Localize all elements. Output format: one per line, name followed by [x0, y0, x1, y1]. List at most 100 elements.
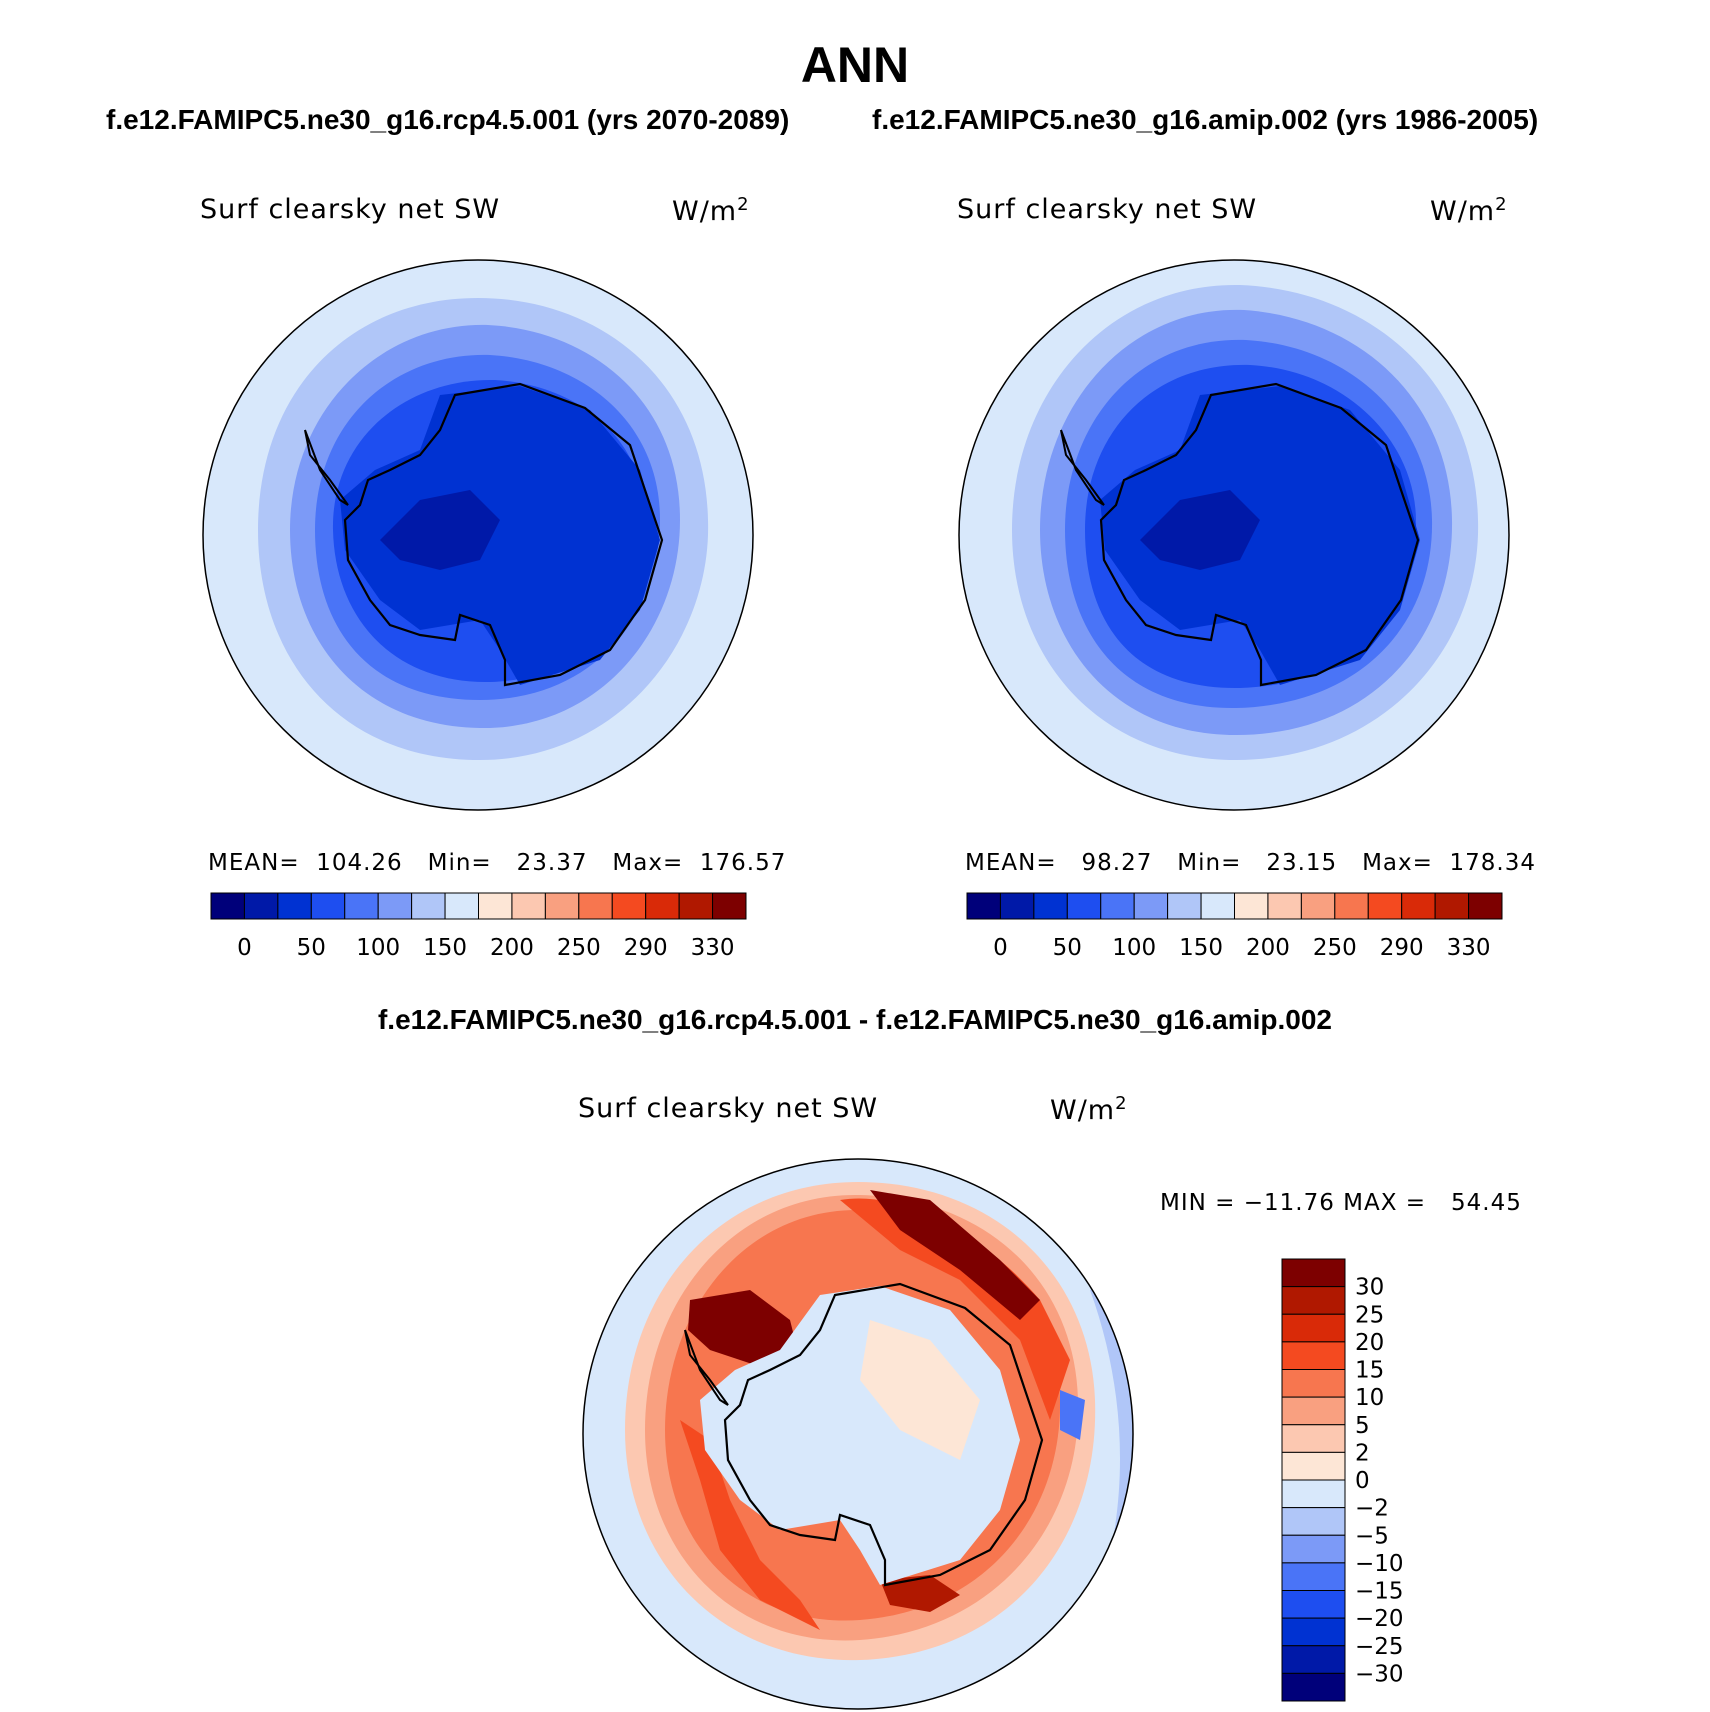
cbar1-swatch — [377, 892, 413, 920]
cbar3-tick-label: −30 — [1355, 1661, 1404, 1687]
cbar2-swatch — [1367, 892, 1403, 920]
cbar3-swatch — [1281, 1396, 1346, 1426]
cbar3-tick-label: 15 — [1355, 1358, 1384, 1384]
panel1-units-sup: 2 — [737, 194, 750, 215]
cbar1-tick-label: 100 — [356, 935, 400, 961]
diff-variable: Surf clearsky net SW — [578, 1093, 879, 1124]
map1-ice-shelf — [380, 490, 500, 570]
cbar2-swatch — [1200, 892, 1235, 920]
cbar3-swatch — [1281, 1507, 1346, 1536]
case2-label: f.e12.FAMIPC5.ne30_g16.amip.002 (yrs 198… — [872, 104, 1539, 135]
cbar3-tick-label: −15 — [1355, 1579, 1404, 1605]
cbar2-swatch — [1300, 892, 1336, 920]
map1-border — [202, 259, 754, 811]
cbar3-swatch — [1281, 1258, 1346, 1288]
map1-coastline — [343, 382, 664, 687]
diff-band-warm5 — [680, 1420, 820, 1630]
cbar1-swatch — [310, 892, 346, 920]
cbar1-swatch — [645, 892, 680, 920]
cbar1-tick-label: 200 — [490, 935, 534, 961]
cbar2-swatch — [966, 892, 1001, 920]
cbar3-tick-label: 5 — [1355, 1413, 1370, 1439]
cbar3-swatch — [1281, 1645, 1346, 1674]
case1-label: f.e12.FAMIPC5.ne30_g16.rcp4.5.001 (yrs 2… — [106, 104, 790, 135]
cbar3-swatch — [1281, 1617, 1346, 1647]
cbar2-tick-label: 50 — [1053, 935, 1082, 961]
cbar1-tick-label: 150 — [423, 935, 467, 961]
cbar1-swatch — [344, 892, 379, 920]
diff-label: f.e12.FAMIPC5.ne30_g16.rcp4.5.001 - f.e1… — [377, 1004, 1333, 1035]
cbar3-swatch — [1281, 1534, 1346, 1564]
cbar3-swatch — [1281, 1313, 1346, 1343]
cbar1-swatch — [478, 892, 513, 920]
cbar2-swatch — [1100, 892, 1135, 920]
cbar2-swatch — [1468, 892, 1503, 920]
map2-border — [958, 259, 1510, 811]
cbar3-tick-label: 2 — [1355, 1440, 1370, 1466]
cbar2-swatch — [1401, 892, 1436, 920]
cbar2-swatch — [1234, 892, 1269, 920]
cbar2-swatch — [1066, 892, 1102, 920]
diff-peninsula — [684, 1329, 729, 1406]
cbar3-swatch — [1281, 1562, 1346, 1591]
cbar1-tick-label: 290 — [624, 935, 668, 961]
cbar3-swatch — [1281, 1590, 1346, 1619]
cbar3-tick-label: 25 — [1355, 1302, 1384, 1328]
map1-continent-fill — [340, 386, 660, 685]
cbar1-swatch — [243, 892, 279, 920]
cbar3-tick-label: −20 — [1355, 1606, 1404, 1632]
cbar2-tick-label: 250 — [1313, 935, 1357, 961]
map2-peninsula — [1060, 429, 1105, 506]
cbar2-tick-label: 0 — [993, 935, 1008, 961]
panel2-units-sup: 2 — [1495, 194, 1508, 215]
diff-stats: MIN = −11.76 MAX = 54.45 — [1160, 1190, 1522, 1216]
map-panel1 — [203, 260, 753, 810]
cbar3-swatch — [1281, 1286, 1346, 1315]
cbar3-tick-label: 20 — [1355, 1330, 1384, 1356]
panel2-stats: MEAN= 98.27 Min= 23.15 Max= 178.34 — [965, 850, 1537, 876]
diff-max-west — [688, 1290, 800, 1370]
cbar3-tick-label: 0 — [1355, 1468, 1370, 1494]
cbar3-swatch — [1281, 1369, 1346, 1398]
cbar1-swatch — [444, 892, 479, 920]
page-title: ANN — [800, 37, 910, 93]
cbar1-swatch — [210, 892, 245, 920]
cbar1-swatch — [411, 892, 446, 920]
cbar2-swatch — [1267, 892, 1302, 920]
cbar3-swatch — [1281, 1424, 1346, 1453]
cbar3-swatch — [1281, 1672, 1346, 1702]
cbar3-tick-label: −10 — [1355, 1551, 1404, 1577]
cbar1-tick-label: 250 — [557, 935, 601, 961]
map1-peninsula — [304, 429, 349, 506]
diff-max-east — [870, 1190, 1040, 1320]
cbar1-swatch — [544, 892, 580, 920]
diff-interior-warm — [860, 1320, 980, 1460]
panel1-units: W/m2 — [672, 194, 750, 227]
panel2-variable: Surf clearsky net SW — [957, 194, 1258, 225]
cbar1-swatch — [678, 892, 714, 920]
cbar1-swatch — [611, 892, 647, 920]
cbar2-swatch — [1334, 892, 1369, 920]
cbar2-tick-label: 150 — [1179, 935, 1223, 961]
diff-cool-patch — [1060, 1390, 1085, 1440]
cbar3-tick-label: −2 — [1355, 1496, 1389, 1522]
panel2-units-text: W/m — [1430, 196, 1496, 227]
cbar3-swatch — [1281, 1479, 1346, 1509]
cbar3-tick-label: 10 — [1355, 1385, 1384, 1411]
panel1-variable: Surf clearsky net SW — [200, 194, 501, 225]
map2-continent-fill — [1100, 386, 1420, 685]
cbar2-swatch — [1167, 892, 1202, 920]
map-panel2 — [959, 260, 1509, 810]
diff-units: W/m2 — [1050, 1093, 1128, 1126]
map2-ice-shelf — [1140, 490, 1260, 570]
diff-units-text: W/m — [1050, 1095, 1116, 1126]
cbar1-swatch — [578, 892, 613, 920]
cbar1-tick-label: 50 — [297, 935, 326, 961]
colorbar-panel2: 0 50 100 150 200 250 290 330 — [966, 892, 1503, 961]
cbar3-swatch — [1281, 1451, 1346, 1481]
cbar1-swatch — [511, 892, 546, 920]
cbar2-tick-label: 330 — [1447, 935, 1491, 961]
panel1-stats: MEAN= 104.26 Min= 23.37 Max= 176.57 — [208, 850, 787, 876]
cbar1-tick-label: 0 — [237, 935, 252, 961]
